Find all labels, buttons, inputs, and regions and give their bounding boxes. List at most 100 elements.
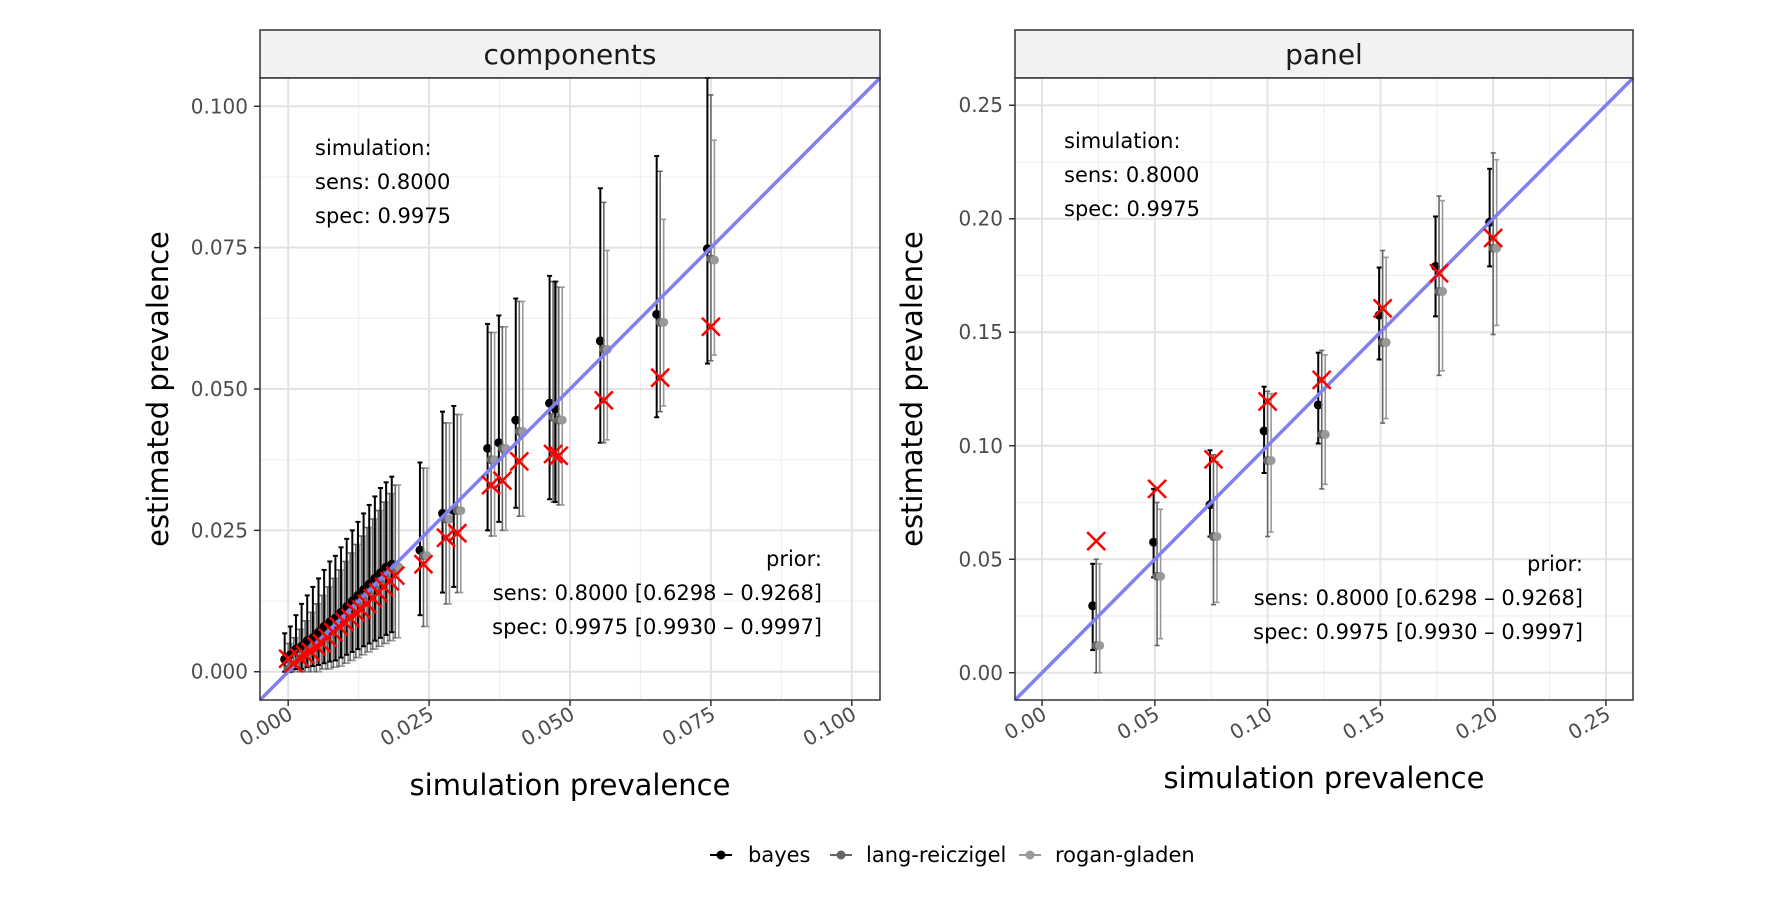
marker-rogan-gladen [456, 506, 466, 516]
cross-marker [436, 527, 456, 548]
x-tick-label: 0.15 [1338, 702, 1389, 745]
cross-stroke [548, 445, 569, 466]
legend-label-rogan-gladen: rogan-gladen [1055, 843, 1195, 867]
y-axis-label-components: estimated prevalence [141, 231, 175, 547]
legend-item-lang-reiczigel: lang-reiczigel [830, 843, 1006, 867]
marker-bayes [1149, 537, 1159, 547]
marker-rogan-gladen [659, 317, 669, 327]
cross-stroke [509, 451, 530, 472]
cross-stroke [492, 470, 513, 491]
cross-marker [1483, 228, 1504, 248]
marker-rogan-gladen [1156, 571, 1166, 581]
y-tick-label: 0.05 [958, 547, 1003, 571]
cross-marker [385, 565, 406, 586]
grid-panel [1015, 78, 1633, 700]
cross-stroke [1483, 228, 1504, 248]
marker-rogan-gladen [1381, 337, 1391, 347]
annotation-simulation-3: spec: 0.9975 [1064, 197, 1200, 221]
cross-stroke [289, 647, 310, 668]
x-axis-label-panel: simulation prevalence [1164, 761, 1485, 795]
y-tick-label: 0.025 [191, 518, 248, 542]
legend-item-bayes: bayes [710, 843, 811, 867]
marker-rogan-gladen [1320, 429, 1330, 439]
x-tick-label: 0.075 [658, 702, 720, 751]
marker-rogan-gladen [709, 255, 719, 265]
point-bayes [1088, 562, 1098, 652]
marker-rogan-gladen [1492, 243, 1502, 253]
cross-marker [1311, 370, 1332, 390]
x-axis-label-components: simulation prevalence [410, 768, 731, 802]
cross-marker [543, 444, 563, 464]
cross-stroke [436, 527, 456, 548]
y-tick-label: 0.25 [958, 93, 1003, 117]
annotation-prior-1: prior: [1527, 552, 1583, 576]
cross-stroke [1429, 263, 1449, 284]
cross-stroke [1147, 478, 1167, 499]
cross-stroke [345, 602, 366, 623]
cross-stroke [1203, 449, 1224, 470]
cross-marker [1086, 531, 1107, 551]
point-rogan-gladen [456, 413, 466, 594]
cross-stroke [481, 475, 501, 496]
legend-key-point-rogan-gladen [1025, 850, 1035, 860]
annotation-prior-3: spec: 0.9975 [0.9930 – 0.9997] [1253, 620, 1583, 644]
marker-bayes [1088, 601, 1098, 611]
annotation-prior-3: spec: 0.9975 [0.9930 – 0.9997] [492, 615, 822, 639]
annotation-prior-2: sens: 0.8000 [0.6298 – 0.9268] [1254, 586, 1583, 610]
marker-bayes [1259, 426, 1269, 436]
strip-components [259, 29, 881, 79]
cross-stroke [1311, 370, 1332, 390]
cross-marker [492, 470, 513, 491]
point-rogan-gladen [1438, 199, 1448, 372]
annotation-simulation-3: spec: 0.9975 [315, 204, 451, 228]
cross-stroke [413, 554, 434, 575]
y-tick-label: 0.10 [958, 434, 1003, 458]
y-tick-label: 0.15 [958, 320, 1003, 344]
panel-panel: panel 0.00 0.05 0.10 0.15 0.20 0.25 0.00 0.05 0.… [895, 29, 1635, 795]
marker-rogan-gladen [557, 415, 567, 425]
cross-stroke [701, 316, 721, 337]
cross-marker [650, 367, 671, 388]
annotation-simulation-1: simulation: [1064, 129, 1181, 153]
cross-marker [1372, 298, 1393, 319]
x-tick-label: 0.00 [1000, 702, 1051, 745]
point-rogan-gladen [1095, 562, 1105, 674]
data-panel [1013, 76, 1635, 702]
annotation-prior-2: sens: 0.8000 [0.6298 – 0.9268] [493, 581, 822, 605]
cross-marker [447, 523, 468, 544]
marker-bayes [1313, 400, 1323, 410]
cross-marker [345, 602, 366, 623]
marker-rogan-gladen [445, 514, 454, 524]
legend-label-lang-reiczigel: lang-reiczigel [866, 843, 1006, 867]
cross-marker [509, 451, 530, 472]
x-tick-label: 0.10 [1226, 702, 1277, 745]
cross-stroke [650, 367, 671, 388]
data-components [258, 76, 882, 702]
marker-bayes [511, 415, 521, 425]
cross-stroke [1257, 391, 1278, 412]
point-rogan-gladen [709, 139, 719, 356]
marker-bayes [652, 309, 662, 319]
legend-key-point-bayes [716, 850, 726, 860]
x-tick-label: 0.100 [799, 702, 861, 751]
cross-marker [548, 445, 569, 466]
point-bayes [483, 322, 493, 532]
legend-key-point-lang-reiczigel [836, 850, 846, 860]
cross-stroke [543, 444, 563, 464]
point-rogan-gladen [422, 467, 432, 628]
strip-panel [1014, 29, 1634, 79]
annotation-prior-1: prior: [766, 547, 822, 571]
cross-marker [306, 636, 327, 657]
x-tick-label: 0.050 [517, 702, 579, 751]
legend-item-rogan-gladen: rogan-gladen [1019, 843, 1195, 867]
cross-marker [413, 554, 434, 575]
y-tick-label: 0.00 [958, 661, 1003, 685]
cross-marker [1429, 263, 1449, 284]
cross-stroke [447, 523, 468, 544]
point-rogan-gladen [1212, 460, 1222, 604]
cross-stroke [295, 644, 315, 665]
cross-stroke [593, 390, 614, 411]
marker-rogan-gladen [1266, 456, 1276, 466]
marker-rogan-gladen [1212, 532, 1222, 542]
point-bayes [319, 568, 329, 665]
